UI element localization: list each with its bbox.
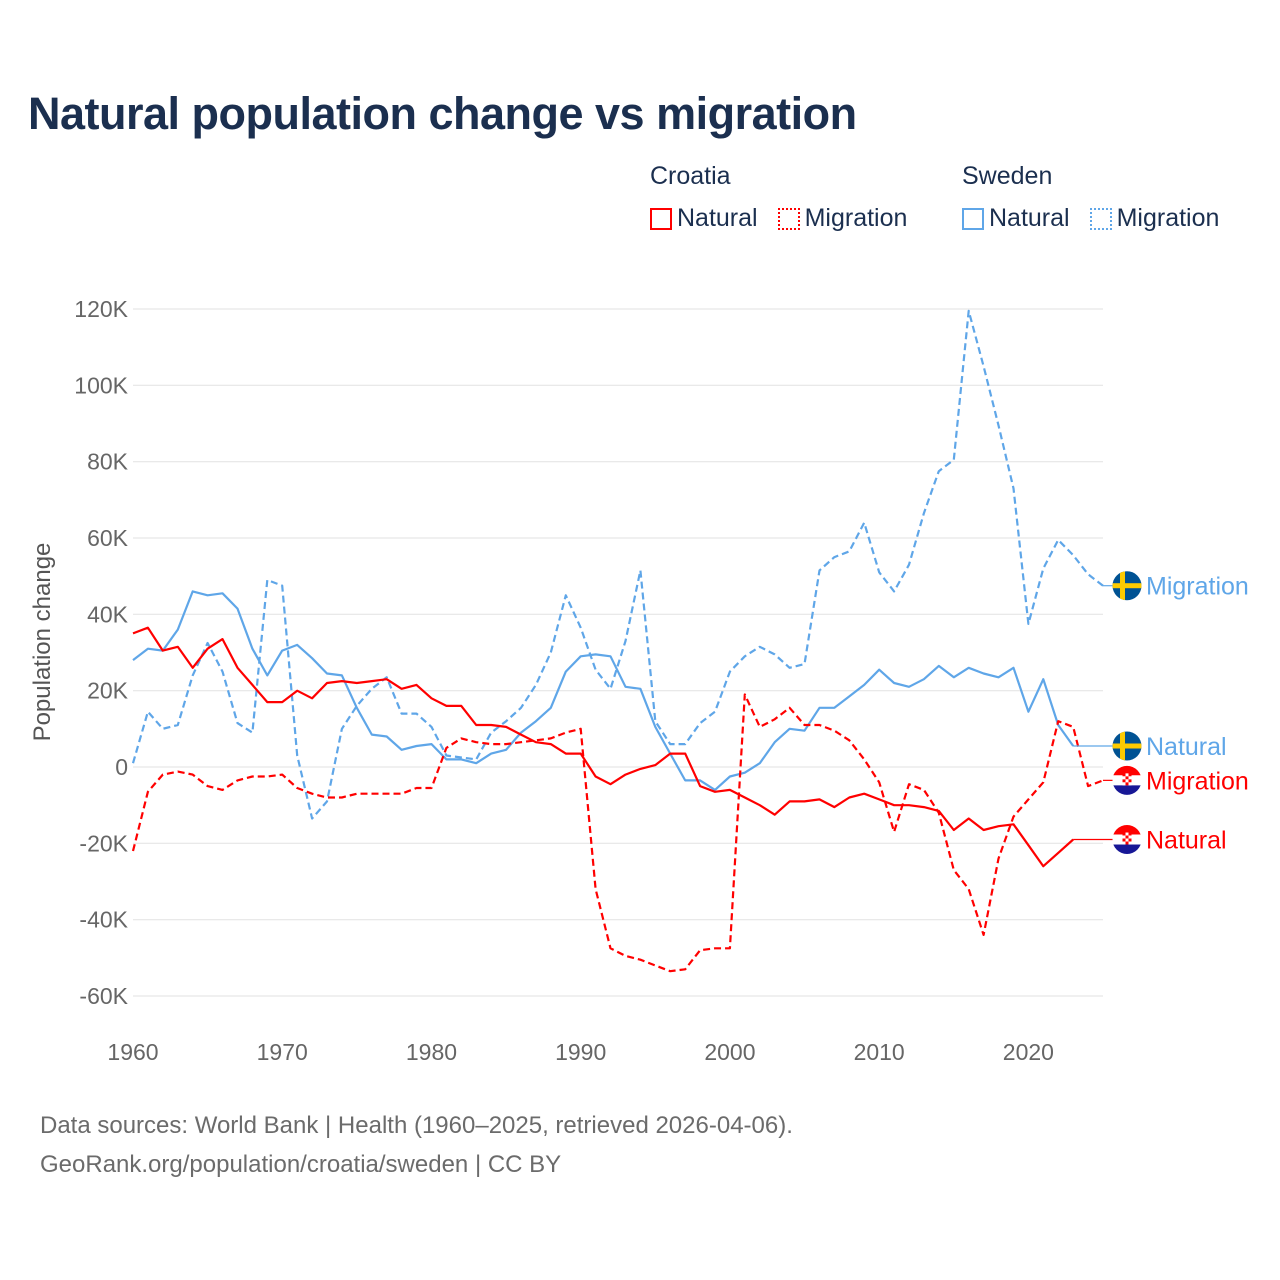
footer: Data sources: World Bank | Health (1960–… <box>40 1106 793 1184</box>
flag-stripe-red <box>1112 765 1142 776</box>
flag-stripe-red <box>1112 825 1142 835</box>
y-tick-label: 0 <box>115 754 128 780</box>
flag-body <box>1112 825 1142 855</box>
flag-checker <box>1125 841 1129 845</box>
flag-checker <box>1122 832 1126 836</box>
y-tick-label: 120K <box>74 296 128 322</box>
y-tick-label: 60K <box>87 525 129 551</box>
chart-title: Natural population change vs migration <box>28 88 857 139</box>
end-label-sweden-migration: Migration <box>1146 573 1249 601</box>
x-tick-label: 2000 <box>704 1039 755 1065</box>
end-label-croatia-migration: Migration <box>1146 767 1249 795</box>
series-line-croatia-migration <box>131 693 1104 973</box>
y-tick-label: -60K <box>79 983 128 1009</box>
legend-croatia-migration[interactable]: Migration <box>777 204 908 233</box>
x-tick-label: 2020 <box>1003 1039 1054 1065</box>
series-lines <box>131 309 1104 973</box>
x-tick-label: 1980 <box>406 1039 457 1065</box>
legend-croatia: Croatia Natural Migration <box>650 162 907 233</box>
legend-sweden: Sweden Natural Migration <box>962 162 1219 233</box>
y-tick-label: 20K <box>87 678 129 704</box>
flag-checker <box>1122 779 1126 783</box>
flag-cross-h <box>1112 743 1142 749</box>
x-tick-label: 1970 <box>257 1039 308 1065</box>
flag-checker <box>1122 773 1126 777</box>
sweden-flag-icon <box>1112 571 1142 601</box>
x-tick-label: 1960 <box>107 1039 158 1065</box>
flag-checker <box>1125 782 1129 786</box>
legend-sweden-migration[interactable]: Migration <box>1089 204 1220 233</box>
flag-body <box>1112 731 1142 761</box>
flag-stripe-blue <box>1112 785 1142 795</box>
gridlines <box>133 308 1103 997</box>
flag-checker <box>1122 838 1126 842</box>
y-axis-label: Population change <box>29 543 56 742</box>
legend-label: Migration <box>804 204 908 232</box>
legend-label: Natural <box>677 204 758 232</box>
flag-checker <box>1128 776 1132 780</box>
flag-checker <box>1128 782 1132 786</box>
flag-body <box>1112 571 1142 601</box>
x-axis-ticks: 1960 1970 1980 1990 2000 2010 2020 <box>107 1039 1054 1065</box>
flag-checker <box>1128 779 1132 783</box>
series-line-sweden-migration <box>131 309 1104 820</box>
legend-label: Migration <box>1116 204 1220 232</box>
flag-stripe-blue <box>1112 844 1142 855</box>
flag-checker <box>1125 779 1129 783</box>
legend-group-title: Sweden <box>962 162 1053 190</box>
flag-cross-v <box>1120 571 1125 601</box>
flag-checker <box>1122 782 1126 786</box>
croatia-flag-icon <box>1112 825 1142 855</box>
flag-checker <box>1128 835 1132 839</box>
flag-cross-h <box>1112 583 1142 589</box>
y-tick-label: -40K <box>79 907 128 933</box>
data-source-text: Data sources: World Bank | Health (1960–… <box>40 1112 793 1139</box>
flag-checker <box>1122 776 1126 780</box>
flag-checker <box>1128 832 1132 836</box>
flag-checker <box>1125 773 1129 777</box>
y-tick-label: 100K <box>74 372 128 398</box>
legend-group-title: Croatia <box>650 162 731 190</box>
legend-sweden-natural[interactable]: Natural <box>962 204 1070 233</box>
flag-cross-v <box>1120 731 1125 761</box>
x-tick-label: 1990 <box>555 1039 606 1065</box>
y-tick-label: 80K <box>87 449 129 475</box>
flag-body <box>1112 765 1142 795</box>
series-line-sweden-natural <box>132 590 1075 792</box>
legend-swatch-dashed <box>777 207 800 230</box>
legend-swatch-solid <box>650 207 672 230</box>
legend-croatia-natural[interactable]: Natural <box>650 204 758 233</box>
end-label-croatia-natural: Natural <box>1146 827 1227 855</box>
legend-label: Natural <box>989 204 1070 232</box>
flag-checker <box>1125 832 1129 836</box>
y-tick-label: 40K <box>87 601 129 627</box>
y-axis-ticks: 120K 100K 80K 60K 40K 20K 0 -20K -40K -60K <box>74 296 128 1009</box>
flag-checker <box>1128 773 1132 777</box>
end-labels: Natural Migration Natural Migration <box>1073 571 1249 855</box>
series-line-croatia-natural <box>132 626 1074 868</box>
croatia-flag-icon <box>1112 765 1142 795</box>
flag-checker <box>1122 835 1126 839</box>
flag-checker <box>1125 776 1129 780</box>
flag-checker <box>1125 838 1129 842</box>
sweden-flag-icon <box>1112 731 1142 761</box>
source-link[interactable]: GeoRank.org/population/croatia/sweden | … <box>40 1151 562 1178</box>
x-tick-label: 2010 <box>854 1039 905 1065</box>
legend-swatch-dashed <box>1089 207 1112 230</box>
legend-swatch-solid <box>962 207 984 230</box>
flag-checker <box>1128 838 1132 842</box>
flag-checker <box>1125 835 1129 839</box>
end-label-sweden-natural: Natural <box>1146 733 1227 761</box>
flag-checker <box>1122 841 1126 845</box>
flag-checker <box>1128 841 1132 845</box>
y-tick-label: -20K <box>79 830 128 856</box>
